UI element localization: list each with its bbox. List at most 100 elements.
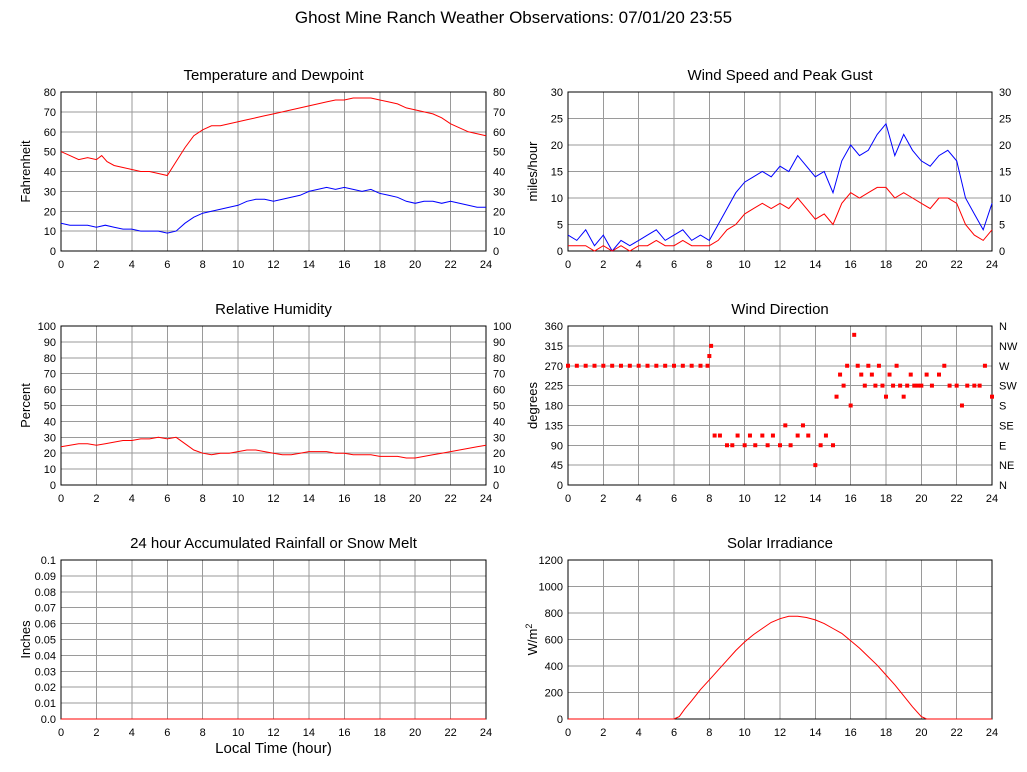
data-point [823, 433, 828, 438]
data-point [915, 383, 920, 388]
x-tick-label: 22 [444, 259, 456, 271]
right-y-tick-label: 80 [493, 87, 505, 99]
plot-frame [60, 91, 487, 252]
data-point [800, 423, 805, 428]
x-tick-label: 18 [880, 493, 892, 505]
x-tick-label: 0 [58, 727, 64, 739]
data-point [898, 383, 903, 388]
right-y-tick-label: 40 [493, 416, 505, 428]
data-point [852, 332, 857, 337]
data-point [566, 363, 570, 368]
y-tick-label: 90 [44, 337, 56, 349]
data-point [663, 363, 668, 368]
data-point [806, 433, 811, 438]
x-tick-label: 14 [303, 259, 315, 271]
x-tick-label: 20 [409, 493, 421, 505]
data-point [873, 383, 878, 388]
y-tick-label: 60 [44, 127, 56, 139]
x-tick-label: 12 [774, 493, 786, 505]
x-tick-label: 4 [636, 259, 642, 271]
y-tick-label: 0.09 [35, 571, 56, 583]
y-tick-label: 25 [551, 114, 563, 126]
data-point [574, 363, 579, 368]
data-point [654, 363, 659, 368]
x-tick-label: 22 [951, 727, 963, 739]
chart-title: Wind Speed and Peak Gust [687, 67, 873, 84]
data-point [959, 403, 964, 408]
y-tick-label: 0 [557, 714, 563, 726]
right-y-tick-label: 60 [493, 127, 505, 139]
y-tick-label: 15 [551, 167, 563, 179]
data-point [689, 363, 694, 368]
x-tick-label: 2 [600, 493, 606, 505]
data-point [747, 433, 752, 438]
series-line-1 [568, 186, 993, 252]
x-tick-label: 24 [986, 727, 998, 739]
right-y-tick-label: 10 [493, 226, 505, 238]
y-tick-label: 10 [44, 226, 56, 238]
x-tick-label: 4 [129, 493, 135, 505]
plot-frame [567, 91, 993, 252]
x-tick-label: 2 [93, 259, 99, 271]
x-tick-label: 22 [444, 493, 456, 505]
x-tick-label: 24 [986, 259, 998, 271]
data-point [717, 433, 722, 438]
data-point [712, 433, 717, 438]
right-y-tick-label: 20 [999, 140, 1011, 152]
x-tick-label: 14 [809, 493, 821, 505]
x-tick-label: 12 [774, 259, 786, 271]
x-tick-label: 8 [706, 493, 712, 505]
plot-frame [567, 559, 993, 720]
data-point [891, 383, 896, 388]
x-tick-label: 22 [951, 259, 963, 271]
right-y-tick-label: 0 [493, 480, 499, 492]
y-tick-label: 10 [551, 193, 563, 205]
data-point [709, 343, 714, 348]
data-point [783, 423, 788, 428]
y-tick-label: 0.02 [35, 682, 56, 694]
right-y-tick-label: 30 [493, 432, 505, 444]
data-point [841, 383, 846, 388]
data-point [982, 363, 987, 368]
data-point [894, 363, 899, 368]
y-tick-label: 100 [38, 321, 56, 333]
series-line-0 [60, 436, 487, 459]
x-tick-label: 16 [338, 493, 350, 505]
y-tick-label: 50 [44, 401, 56, 413]
x-tick-label: 6 [671, 727, 677, 739]
series-line-0 [60, 97, 487, 177]
data-point [876, 363, 881, 368]
data-point [869, 372, 874, 377]
data-point [583, 363, 588, 368]
x-tick-label: 6 [164, 727, 170, 739]
right-y-tick-label: 20 [493, 448, 505, 460]
page-title: Ghost Mine Ranch Weather Observations: 0… [294, 8, 733, 27]
data-point [924, 372, 929, 377]
data-point [905, 383, 910, 388]
chart-title: 24 hour Accumulated Rainfall or Snow Mel… [130, 535, 418, 552]
data-point [795, 433, 800, 438]
x-tick-label: 6 [671, 493, 677, 505]
y-tick-label: 0.04 [35, 650, 56, 662]
y-tick-label: 30 [44, 432, 56, 444]
y-tick-label: 50 [44, 147, 56, 159]
right-y-tick-label: N [999, 321, 1007, 333]
y-tick-label: 20 [44, 448, 56, 460]
x-tick-label: 12 [774, 727, 786, 739]
data-point [592, 363, 597, 368]
x-tick-label: 8 [706, 259, 712, 271]
x-tick-label: 10 [739, 259, 751, 271]
data-point [831, 443, 835, 448]
x-tick-label: 8 [200, 493, 206, 505]
y-axis-label: Percent [18, 383, 33, 428]
data-point [735, 433, 740, 438]
series-line-1 [60, 186, 486, 234]
y-tick-label: 0 [50, 480, 56, 492]
x-tick-label: 0 [58, 493, 64, 505]
data-point [765, 443, 770, 448]
y-tick-label: 0.01 [35, 698, 56, 710]
x-tick-label: 4 [636, 727, 642, 739]
right-y-tick-label: 15 [999, 167, 1011, 179]
